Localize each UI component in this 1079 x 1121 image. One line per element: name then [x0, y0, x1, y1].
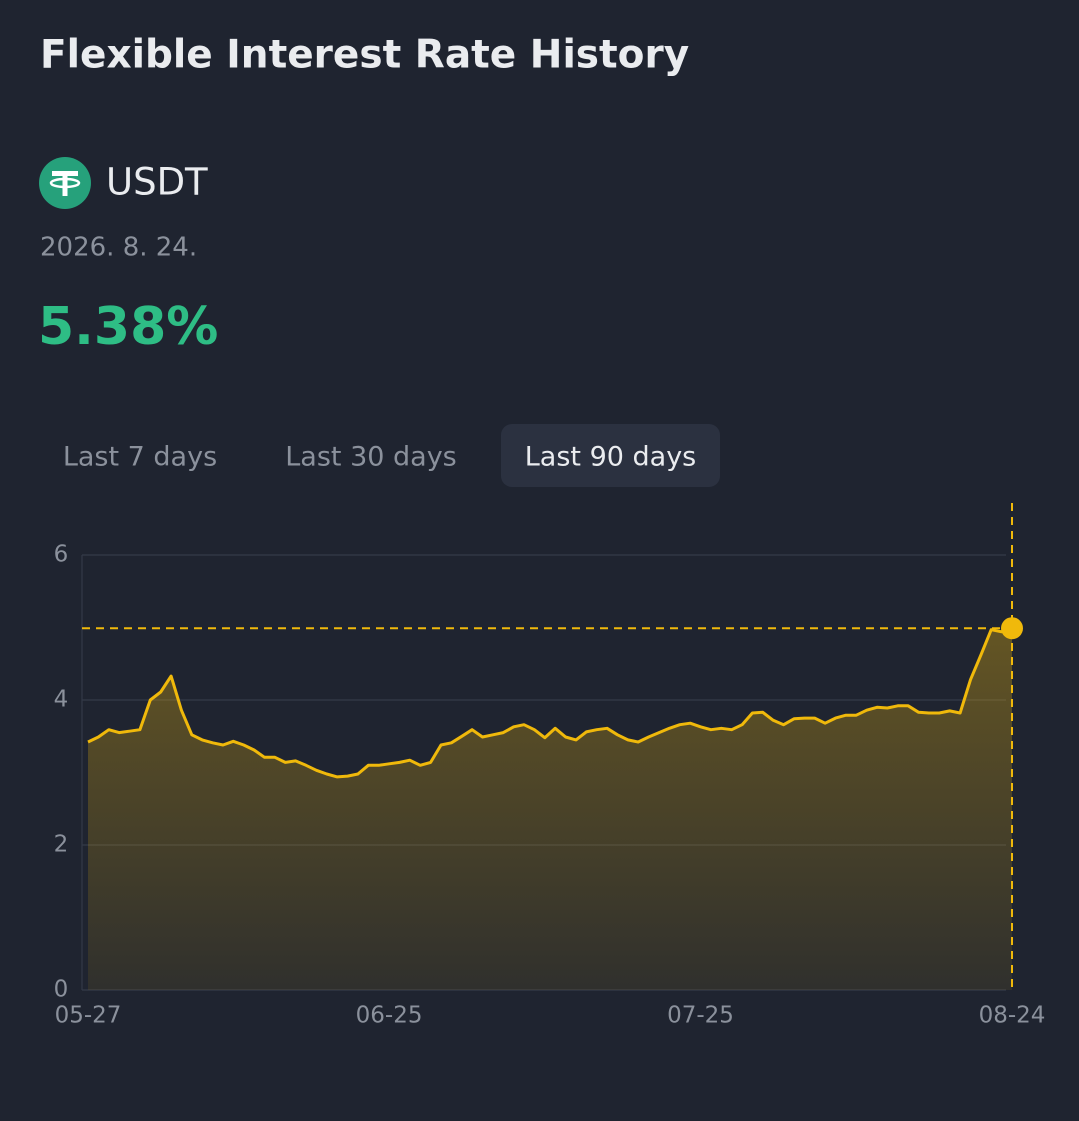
- coin-icon: [39, 157, 91, 209]
- tab[interactable]: Last 90 days: [525, 442, 697, 473]
- date: 2026. 8. 24.: [40, 233, 197, 263]
- rate: 5.38%: [38, 297, 218, 357]
- tabs: Last 7 days Last 30 days Last 90 days: [63, 424, 720, 487]
- area: [88, 628, 1012, 990]
- hover-point: [1001, 617, 1023, 640]
- y-tick-label: 4: [54, 687, 69, 713]
- x-tick-label: 07-25: [667, 1003, 734, 1029]
- chart: 0 2 4 6 05-27 06-25 07-25 08-24: [54, 503, 1046, 1029]
- tab-active-bg: [501, 424, 720, 487]
- coin-name: USDT: [106, 161, 208, 204]
- line: [87, 626, 1013, 779]
- y-tick-label: 2: [54, 832, 69, 858]
- tab[interactable]: Last 7 days: [63, 442, 217, 473]
- y-tick-label: 0: [54, 977, 69, 1003]
- y-tick-label: 6: [54, 542, 69, 568]
- x-tick-label: 06-25: [356, 1003, 423, 1029]
- x-tick-label: 08-24: [979, 1003, 1046, 1029]
- x-tick-label: 05-27: [55, 1003, 122, 1029]
- page-title: Flexible Interest Rate History: [40, 33, 689, 78]
- tab[interactable]: Last 30 days: [285, 442, 457, 473]
